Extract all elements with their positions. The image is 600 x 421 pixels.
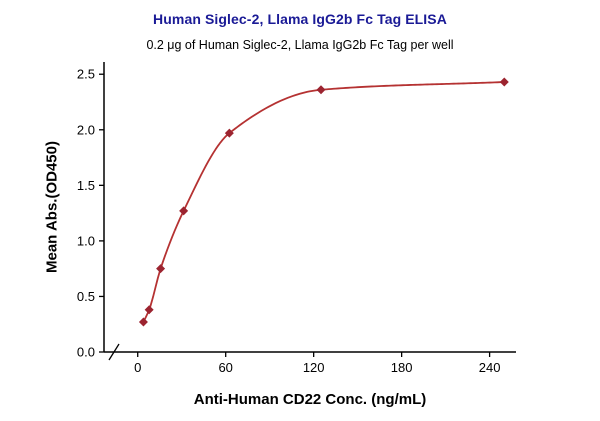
x-axis-label: Anti-Human CD22 Conc. (ng/mL) bbox=[193, 391, 427, 408]
x-tick-label: 120 bbox=[303, 360, 325, 375]
data-point-marker bbox=[138, 317, 148, 327]
data-point-marker bbox=[224, 128, 234, 138]
y-tick-label: 2.5 bbox=[77, 67, 95, 82]
data-point-marker bbox=[499, 77, 509, 87]
data-point-marker bbox=[316, 85, 326, 95]
y-tick-label: 2.0 bbox=[77, 122, 95, 137]
x-tick-label: 60 bbox=[218, 360, 232, 375]
x-tick-label: 0 bbox=[134, 360, 141, 375]
fit-curve bbox=[142, 81, 505, 323]
chart-subtitle: 0.2 μg of Human Siglec-2, Llama IgG2b Fc… bbox=[146, 38, 454, 52]
x-tick-label: 240 bbox=[479, 360, 501, 375]
y-tick-label: 0.0 bbox=[77, 345, 95, 360]
y-tick-label: 1.5 bbox=[77, 178, 95, 193]
x-axis-break-mark bbox=[108, 343, 120, 361]
y-tick-label: 0.5 bbox=[77, 289, 95, 304]
chart-title: Human Siglec-2, Llama IgG2b Fc Tag ELISA bbox=[153, 11, 447, 27]
data-point-marker bbox=[156, 264, 166, 274]
data-point-marker bbox=[144, 305, 154, 315]
data-point-marker bbox=[179, 206, 189, 216]
x-tick-label: 180 bbox=[391, 360, 413, 375]
y-tick-label: 1.0 bbox=[77, 233, 95, 248]
